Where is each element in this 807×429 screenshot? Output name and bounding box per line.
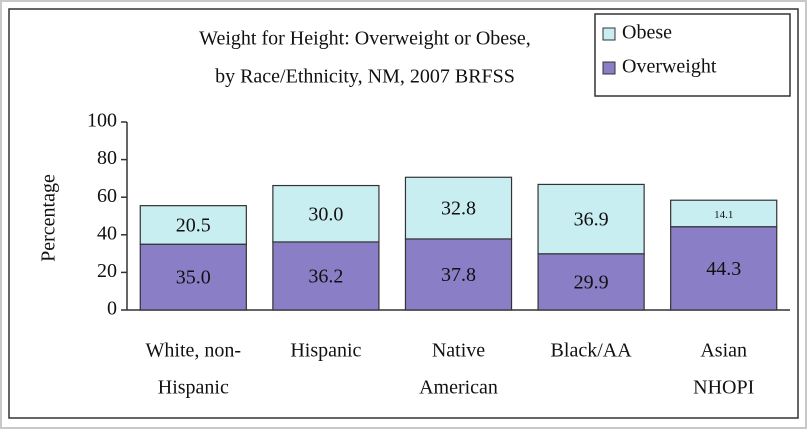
x-tick-label: Hispanic [290,340,361,362]
value-label: 36.9 [574,209,609,231]
chart-title: by Race/Ethnicity, NM, 2007 BRFSS [215,66,515,88]
x-tick-label: NHOPI [693,377,754,399]
bar-segment [537,183,645,255]
bar-segment [670,226,778,311]
x-tick-label: Native [432,340,485,362]
y-tick-label: 60 [97,185,117,207]
x-tick-label: American [419,377,498,399]
value-label: 36.2 [308,266,343,288]
x-tick-label: Black/AA [551,340,633,362]
value-label: 35.0 [176,267,211,289]
y-tick-label: 40 [97,222,117,244]
x-tick-label: Hispanic [158,377,229,399]
value-label: 30.0 [308,203,343,225]
y-tick-label: 0 [107,298,117,320]
bar-segment [537,253,645,311]
y-tick-label: 100 [87,110,117,132]
y-tick-label: 80 [97,147,117,169]
value-label: 20.5 [176,215,211,237]
x-tick-label: White, non- [146,340,242,362]
value-label: 44.3 [706,258,741,280]
bar-segment [139,243,247,311]
chart-title: Weight for Height: Overweight or Obese, [199,28,531,50]
bar-segment [404,238,513,311]
legend-label: Overweight [622,56,717,78]
x-tick-label: Asian [700,340,747,362]
bar-segment [404,176,513,240]
y-tick-label: 20 [97,260,117,282]
bar-segment [670,199,778,228]
value-label: 29.9 [574,271,609,293]
legend-label: Obese [622,22,672,44]
bar-segment [272,184,380,243]
value-label: 14.1 [714,209,733,221]
legend-box [594,13,791,97]
legend-swatch [602,27,616,41]
value-label: 37.8 [441,264,476,286]
bar-segment [139,205,247,245]
y-axis-label: Percentage [38,174,60,262]
value-label: 32.8 [441,198,476,220]
legend-swatch [602,61,616,75]
